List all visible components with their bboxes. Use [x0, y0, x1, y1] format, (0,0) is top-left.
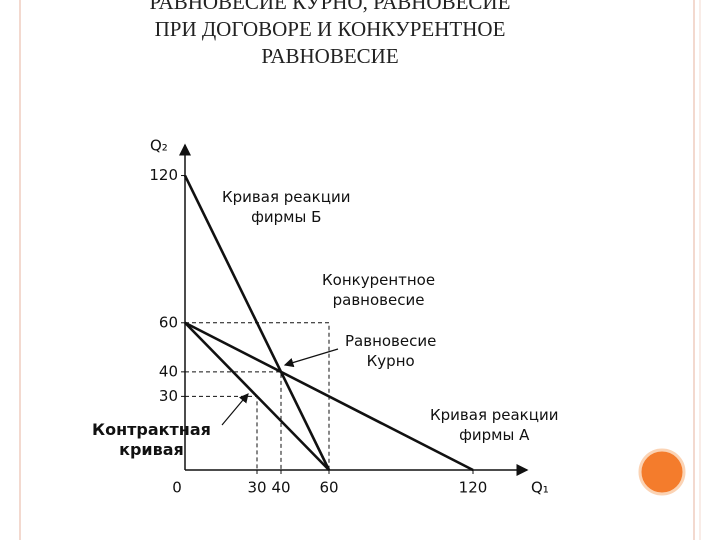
series-label: Кривая реакции фирмы Б [222, 188, 351, 226]
series-line [184, 321, 330, 471]
series-label: Контрактная кривая [92, 420, 211, 459]
equilibrium-guide [185, 322, 330, 470]
y-tick-label: 60 [159, 313, 178, 331]
equilibrium-label: Конкурентное равновесие [322, 271, 436, 309]
origin-label: 0 [172, 479, 182, 497]
series-label: Кривая реакции фирмы А [430, 406, 559, 444]
x-tick-label: 120 [459, 479, 488, 497]
title: РАВНОВЕСИЕ КУРНО, РАВНОВЕСИЕ ПРИ ДОГОВОР… [149, 0, 511, 68]
y-axis-label: Q₂ [150, 137, 168, 155]
y-tick-label: 40 [159, 362, 178, 380]
x-axis-label: Q₁ [531, 479, 549, 497]
x-tick-label: 60 [319, 479, 338, 497]
series-line [184, 321, 474, 472]
decor-circle [638, 448, 686, 496]
y-tick-label: 120 [149, 166, 178, 184]
y-tick-label: 30 [159, 387, 178, 405]
annotation-arrow [283, 348, 339, 368]
series-line [183, 174, 331, 471]
annotation-arrow [221, 393, 249, 426]
x-tick-label: 30 [247, 479, 266, 497]
equilibrium-label: Равновесие Курно [345, 332, 437, 370]
equilibrium-guide [185, 371, 282, 470]
x-tick-label: 40 [271, 479, 290, 497]
